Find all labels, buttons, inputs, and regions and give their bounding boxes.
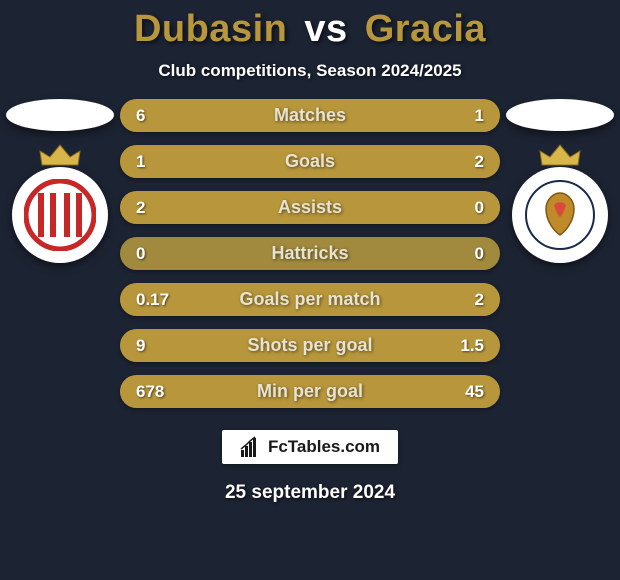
- stat-left-value: 0: [120, 244, 178, 264]
- title-vs: vs: [304, 8, 347, 50]
- main-row: 6 Matches 1 1 Goals 2 2 Assists 0: [0, 99, 620, 408]
- stat-right-value: 45: [442, 382, 500, 402]
- title-player1: Dubasin: [134, 8, 287, 50]
- stat-label: Shots per goal: [178, 335, 442, 356]
- stat-bar-assists: 2 Assists 0: [120, 191, 500, 224]
- stat-bar-goals-per-match: 0.17 Goals per match 2: [120, 283, 500, 316]
- crown-icon: [538, 143, 582, 167]
- stat-right-value: 0: [442, 244, 500, 264]
- zaragoza-shield-icon: [524, 179, 596, 251]
- stat-bar-goals: 1 Goals 2: [120, 145, 500, 178]
- stat-right-value: 1: [442, 106, 500, 126]
- stats-column: 6 Matches 1 1 Goals 2 2 Assists 0: [120, 99, 500, 408]
- stat-label: Assists: [178, 197, 442, 218]
- stat-right-value: 2: [442, 290, 500, 310]
- date-text: 25 september 2024: [225, 482, 395, 504]
- stat-right-value: 2: [442, 152, 500, 172]
- stat-left-value: 678: [120, 382, 178, 402]
- left-player-oval: [6, 99, 114, 131]
- right-player-oval: [506, 99, 614, 131]
- stat-left-value: 1: [120, 152, 178, 172]
- stat-label: Matches: [178, 105, 442, 126]
- content-root: Dubasin vs Gracia Club competitions, Sea…: [0, 0, 620, 580]
- stat-right-value: 0: [442, 198, 500, 218]
- left-club-crest: [12, 167, 108, 263]
- stat-label: Goals per match: [178, 289, 442, 310]
- stat-left-value: 6: [120, 106, 178, 126]
- stat-right-value: 1.5: [442, 336, 500, 356]
- fctables-logo-icon: [240, 436, 262, 458]
- stat-label: Hattricks: [178, 243, 442, 264]
- stat-left-value: 9: [120, 336, 178, 356]
- title-player2: Gracia: [365, 8, 486, 50]
- right-club-crest: [512, 167, 608, 263]
- left-badge-column: [0, 99, 120, 263]
- stat-label: Goals: [178, 151, 442, 172]
- brand-badge[interactable]: FcTables.com: [222, 430, 398, 464]
- page-title: Dubasin vs Gracia: [134, 8, 486, 51]
- subtitle: Club competitions, Season 2024/2025: [158, 61, 461, 81]
- sporting-shield-icon: [24, 179, 96, 251]
- brand-text: FcTables.com: [268, 437, 380, 457]
- stat-bar-hattricks: 0 Hattricks 0: [120, 237, 500, 270]
- right-badge-column: [500, 99, 620, 263]
- stat-left-value: 0.17: [120, 290, 178, 310]
- stat-left-value: 2: [120, 198, 178, 218]
- crown-icon: [38, 143, 82, 167]
- stat-bar-shots-per-goal: 9 Shots per goal 1.5: [120, 329, 500, 362]
- left-crest-inner: [24, 179, 96, 251]
- stat-label: Min per goal: [178, 381, 442, 402]
- stat-bar-matches: 6 Matches 1: [120, 99, 500, 132]
- stat-bar-min-per-goal: 678 Min per goal 45: [120, 375, 500, 408]
- right-crest-inner: [524, 179, 596, 251]
